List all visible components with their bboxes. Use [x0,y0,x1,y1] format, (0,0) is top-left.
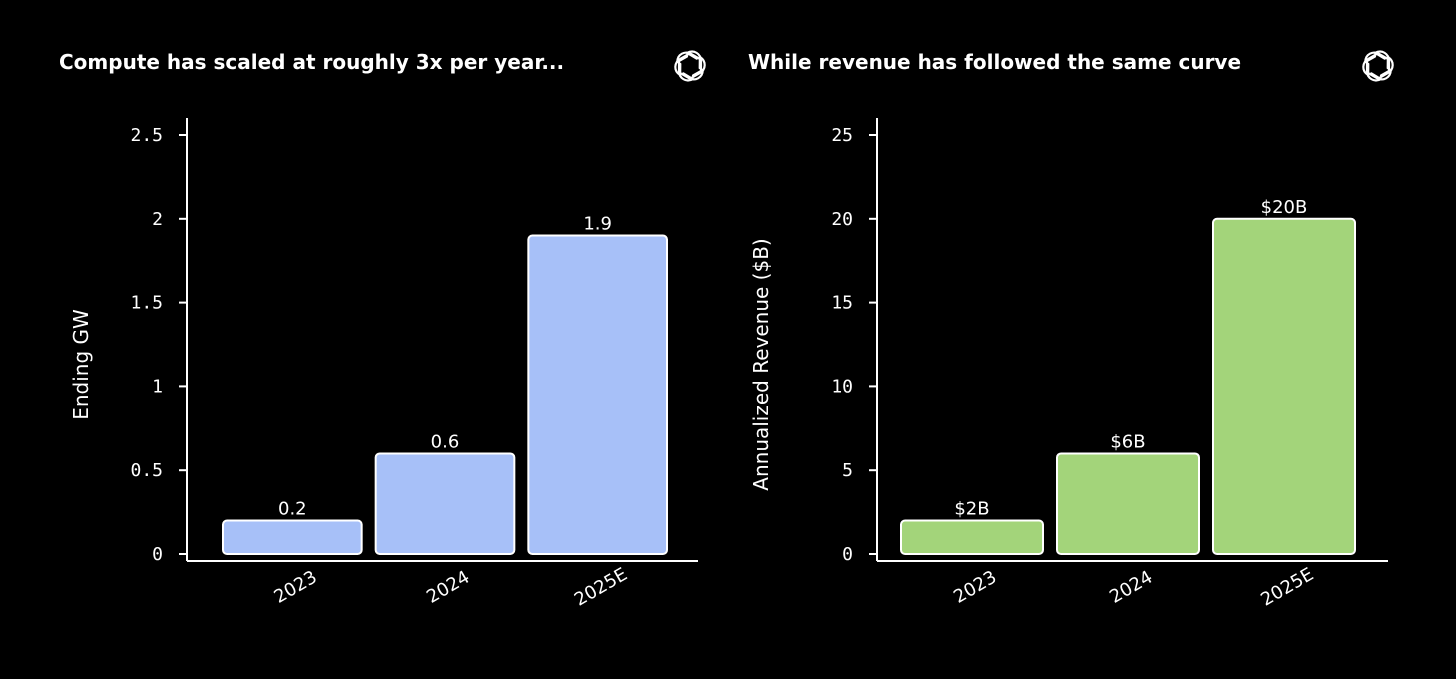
revenue-bar-2025e [1212,217,1356,556]
compute-y-tick-label: 2 [152,209,163,230]
compute-x-tick-label: 2023 [270,567,320,608]
revenue-y-tick-label: 15 [831,293,853,314]
compute-x-tick-label: 2025E [571,564,631,611]
compute-y-axis-title: Ending GW [69,309,93,420]
compute-y-tick-label: 0.5 [130,460,163,481]
revenue-y-tick-label: 5 [842,460,853,481]
revenue-x-tick-label: 2025E [1257,564,1317,611]
compute-bar-2025e [527,234,668,555]
revenue-bar-2023 [900,519,1044,555]
revenue-data-label: $20B [1261,197,1308,218]
revenue-y-tick-label: 25 [831,125,853,146]
revenue-y-tick-label: 10 [831,376,853,397]
revenue-y-tick-label: 20 [831,209,853,230]
revenue-chart-panel: While revenue has followed the same curv… [690,0,1394,679]
revenue-y-axis-title: Annualized Revenue ($B) [749,238,773,490]
revenue-bar-chart: 0 5 10 15 20 25 Annualized Revenue ($B) $2B 2023… [749,118,1388,611]
compute-y-tick-label: 1.5 [130,293,163,314]
compute-bar-chart: 0 0.5 1 1.5 2 2.5 Ending GW 0.2 2023 0.6 2024 1.9 20… [69,118,698,611]
revenue-data-label: $2B [954,498,989,519]
revenue-chart-title: While revenue has followed the same curv… [748,50,1242,74]
compute-y-tick-label: 1 [152,376,163,397]
revenue-x-tick-label: 2023 [950,567,1000,608]
compute-data-label: 1.9 [583,214,612,235]
revenue-y-tick-label: 0 [842,544,853,565]
compute-chart-title: Compute has scaled at roughly 3x per yea… [59,50,565,74]
compute-bar-2024 [374,452,516,555]
compute-bar-2023 [222,519,363,555]
revenue-data-label: $6B [1110,431,1145,452]
openai-logo-icon [1362,50,1394,82]
compute-data-label: 0.6 [431,431,460,452]
revenue-bar-2024 [1056,452,1200,555]
openai-logo-icon [674,50,706,82]
compute-y-tick-label: 0 [152,544,163,565]
compute-y-tick-label: 2.5 [130,125,163,146]
revenue-x-tick-label: 2024 [1106,567,1156,608]
compute-data-label: 0.2 [278,498,307,519]
compute-chart-panel: Compute has scaled at roughly 3x per yea… [0,0,706,679]
compute-x-tick-label: 2024 [423,567,473,608]
